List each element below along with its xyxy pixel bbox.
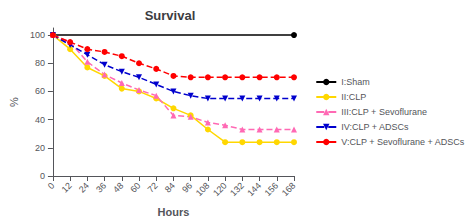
svg-text:0: 0 <box>46 180 57 191</box>
svg-text:100: 100 <box>30 30 45 40</box>
svg-text:20: 20 <box>35 143 45 153</box>
svg-text:36: 36 <box>94 180 108 194</box>
svg-text:108: 108 <box>194 180 212 198</box>
svg-text:84: 84 <box>163 180 177 194</box>
svg-text:132: 132 <box>228 180 246 198</box>
svg-text:IV:CLP + ADSCs: IV:CLP + ADSCs <box>341 122 409 132</box>
svg-text:144: 144 <box>245 180 263 198</box>
svg-text:V:CLP + Sevoflurane + ADSCs: V:CLP + Sevoflurane + ADSCs <box>341 137 465 147</box>
svg-text:60: 60 <box>128 180 142 194</box>
svg-text:80: 80 <box>35 58 45 68</box>
svg-text:Hours: Hours <box>158 206 190 218</box>
svg-text:0: 0 <box>40 171 45 181</box>
svg-text:40: 40 <box>35 115 45 125</box>
svg-text:24: 24 <box>77 180 91 194</box>
svg-text:I:Sham: I:Sham <box>341 77 370 87</box>
svg-text:%: % <box>8 97 20 107</box>
svg-text:96: 96 <box>180 180 194 194</box>
svg-text:Survival: Survival <box>145 8 196 23</box>
svg-text:12: 12 <box>60 180 74 194</box>
svg-text:II:CLP: II:CLP <box>341 92 366 102</box>
svg-text:120: 120 <box>211 180 229 198</box>
svg-text:156: 156 <box>263 180 281 198</box>
svg-text:72: 72 <box>146 180 160 194</box>
svg-text:168: 168 <box>280 180 298 198</box>
svg-text:48: 48 <box>111 180 125 194</box>
svg-text:III:CLP + Sevoflurane: III:CLP + Sevoflurane <box>341 107 427 117</box>
svg-text:60: 60 <box>35 86 45 96</box>
